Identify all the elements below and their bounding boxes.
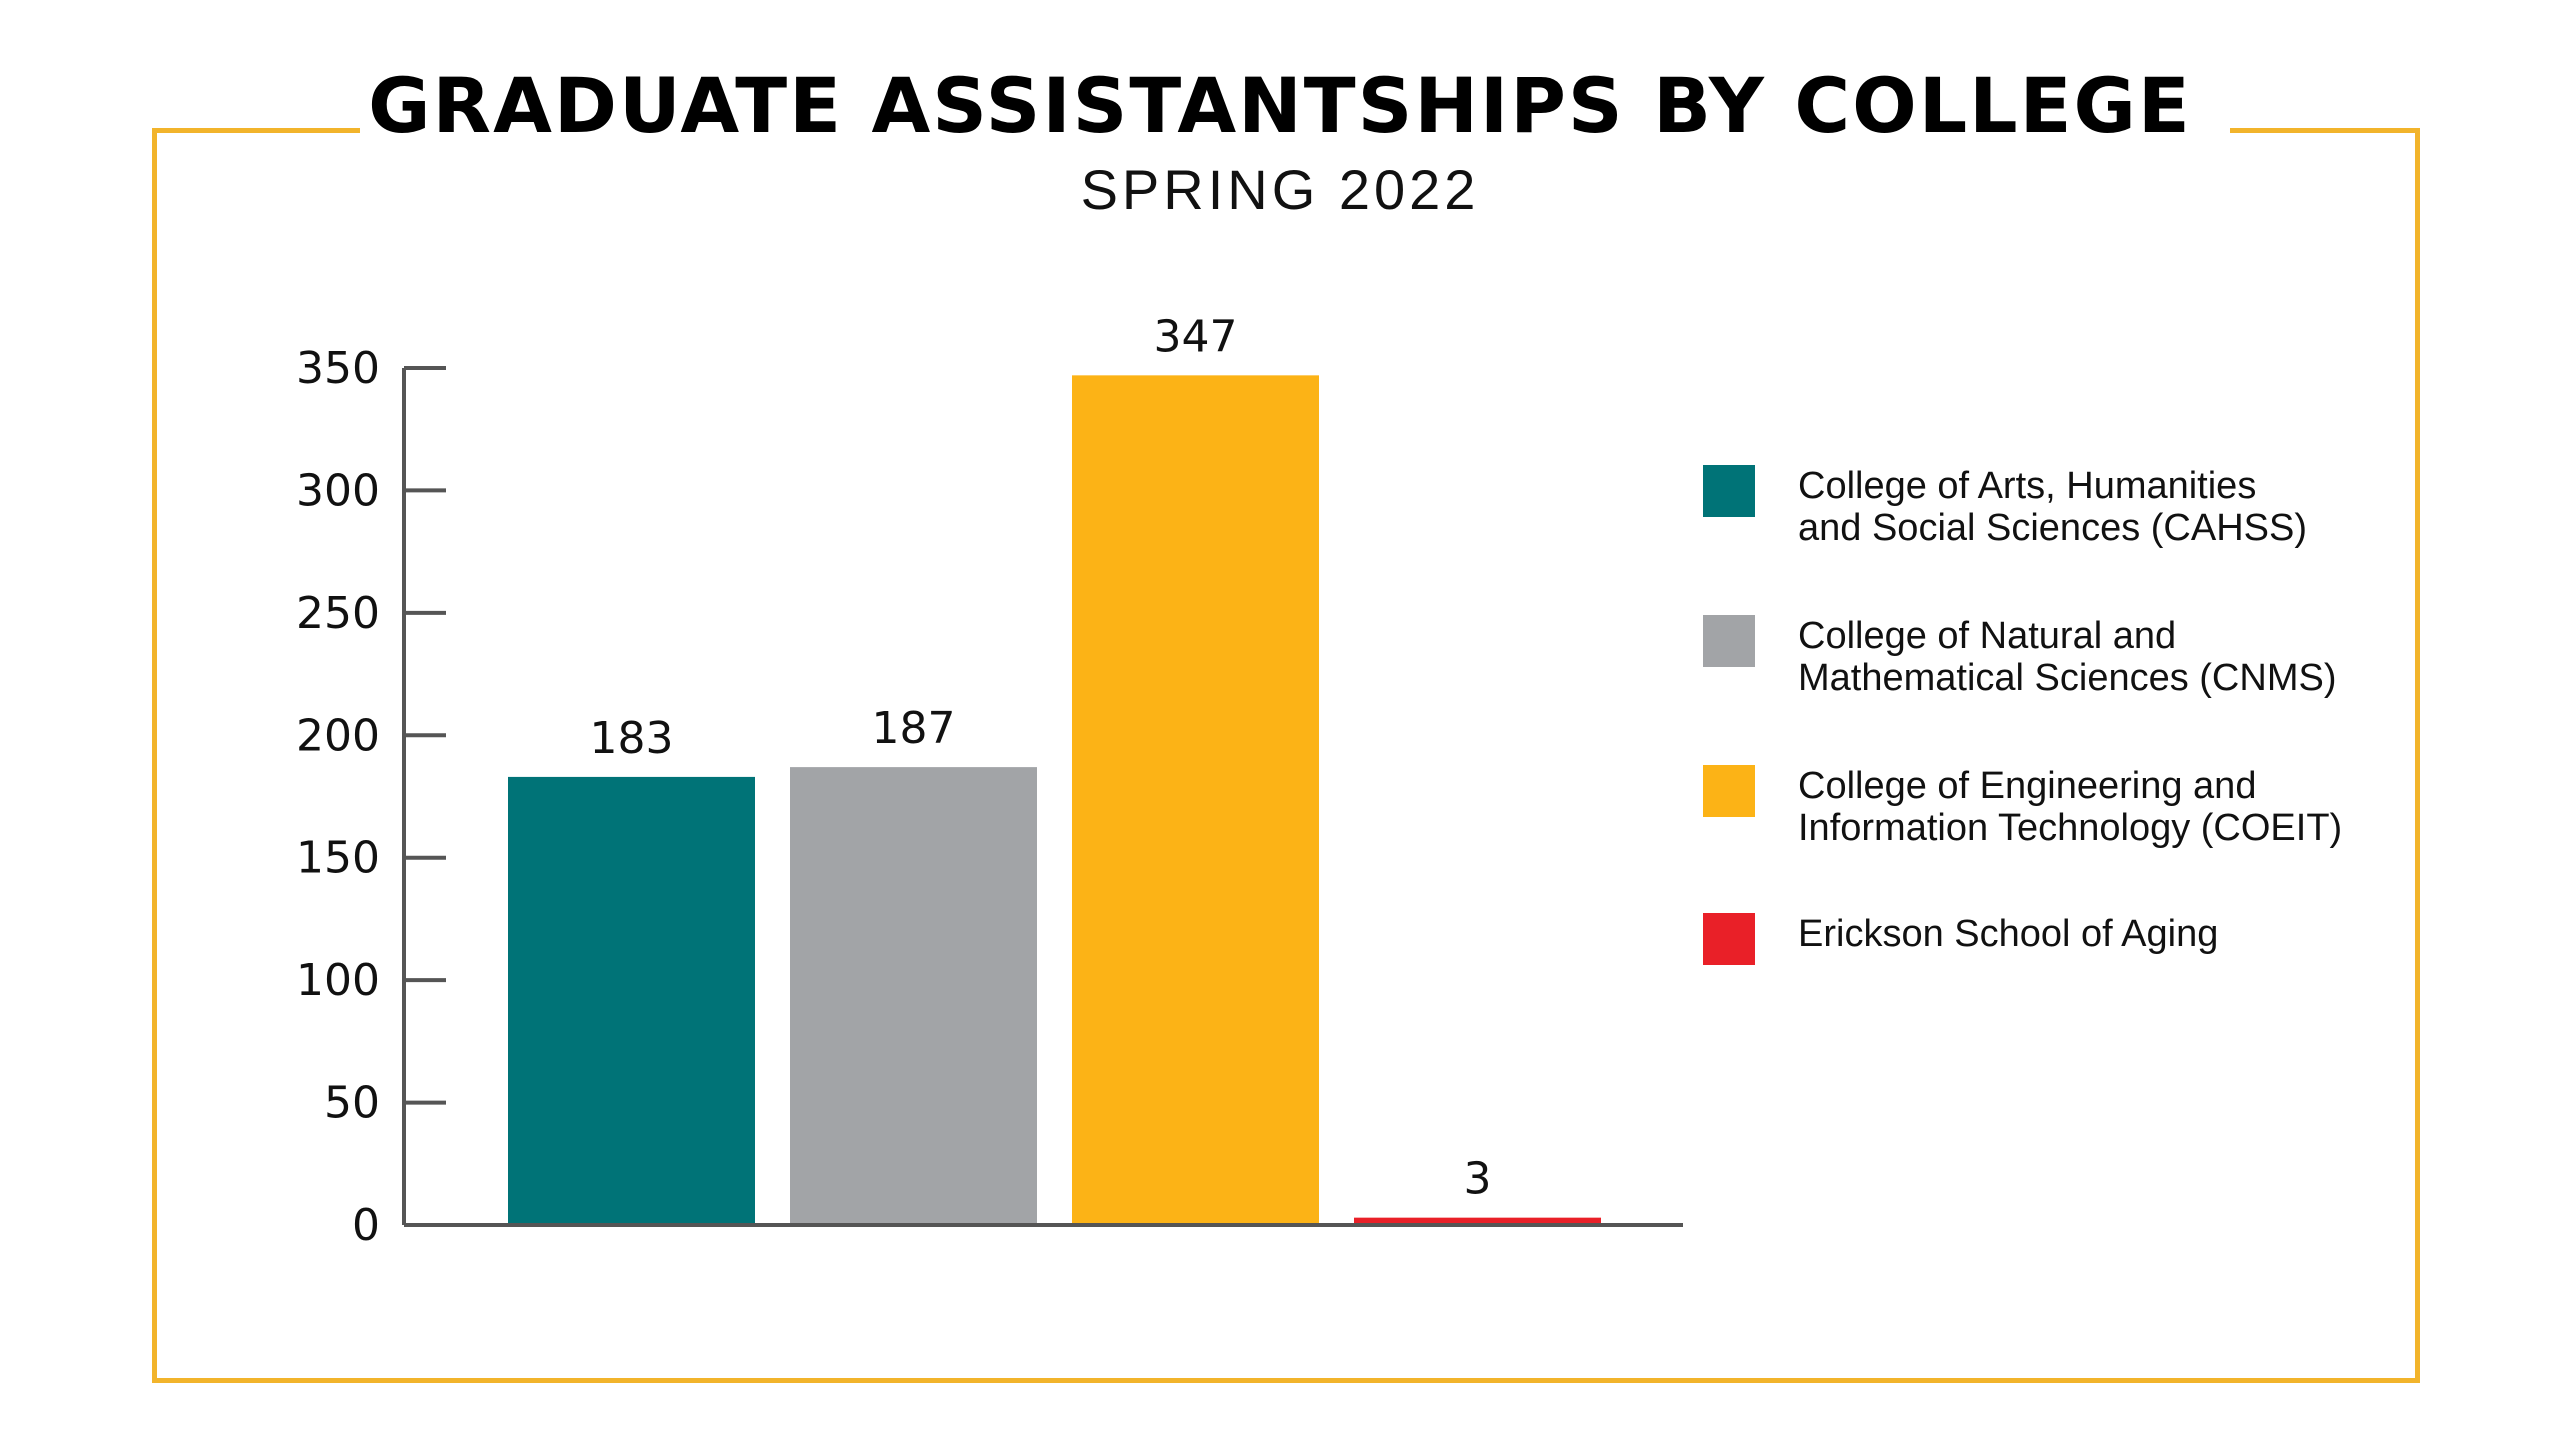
y-tick-label: 350 bbox=[296, 343, 380, 394]
y-tick-label: 300 bbox=[296, 465, 380, 516]
legend-swatch-erickson bbox=[1703, 913, 1755, 965]
legend-label-line: College of Arts, Humanities bbox=[1798, 465, 2257, 507]
legend-label-line: College of Natural and bbox=[1798, 615, 2177, 657]
legend-label-line: Erickson School of Aging bbox=[1798, 913, 2219, 955]
bar-value-label: 3 bbox=[1464, 1154, 1492, 1205]
y-tick-label: 250 bbox=[296, 588, 380, 639]
legend-item-erickson: Erickson School of Aging bbox=[1703, 913, 2398, 965]
chart-frame bbox=[152, 128, 2420, 1383]
legend-item-cnms: College of Natural and Mathematical Scie… bbox=[1703, 615, 2398, 699]
legend-label-line: College of Engineering and bbox=[1798, 765, 2257, 807]
y-tick-label: 100 bbox=[296, 955, 380, 1006]
chart-subtitle: SPRING 2022 bbox=[1080, 158, 1480, 221]
legend-item-coeit: College of Engineering and Information T… bbox=[1703, 765, 2398, 849]
legend-label-line: Information Technology (COEIT) bbox=[1798, 807, 2343, 849]
legend-label-cahss: College of Arts, Humanities and Social S… bbox=[1798, 465, 2398, 549]
legend-label-line: Mathematical Sciences (CNMS) bbox=[1798, 657, 2337, 699]
bar-cahss bbox=[508, 776, 755, 1225]
legend-swatch-coeit bbox=[1703, 765, 1755, 817]
bar-value-label: 347 bbox=[1154, 311, 1238, 362]
legend-label-line: and Social Sciences (CAHSS) bbox=[1798, 507, 2307, 549]
legend-label-cnms: College of Natural and Mathematical Scie… bbox=[1798, 615, 2398, 699]
legend-label-coeit: College of Engineering and Information T… bbox=[1798, 765, 2398, 849]
y-tick-label: 200 bbox=[296, 710, 380, 761]
chart-title: GRADUATE ASSISTANTSHIPS BY COLLEGE bbox=[368, 61, 2192, 150]
y-tick-label: 0 bbox=[352, 1200, 380, 1251]
bar-value-label: 183 bbox=[590, 713, 674, 764]
bar-value-label: 187 bbox=[872, 703, 956, 754]
y-tick-label: 50 bbox=[324, 1078, 380, 1129]
bar-coeit bbox=[1072, 375, 1319, 1225]
legend-swatch-cahss bbox=[1703, 465, 1755, 517]
frame-top-right-segment bbox=[2230, 128, 2415, 133]
frame-top-left-segment bbox=[152, 128, 360, 133]
legend-item-cahss: College of Arts, Humanities and Social S… bbox=[1703, 465, 2398, 549]
legend-swatch-cnms bbox=[1703, 615, 1755, 667]
bar-erickson-school-of-aging bbox=[1354, 1217, 1601, 1225]
bar-cnms bbox=[790, 767, 1037, 1225]
y-tick-label: 150 bbox=[296, 833, 380, 884]
legend-label-erickson: Erickson School of Aging bbox=[1798, 913, 2398, 955]
